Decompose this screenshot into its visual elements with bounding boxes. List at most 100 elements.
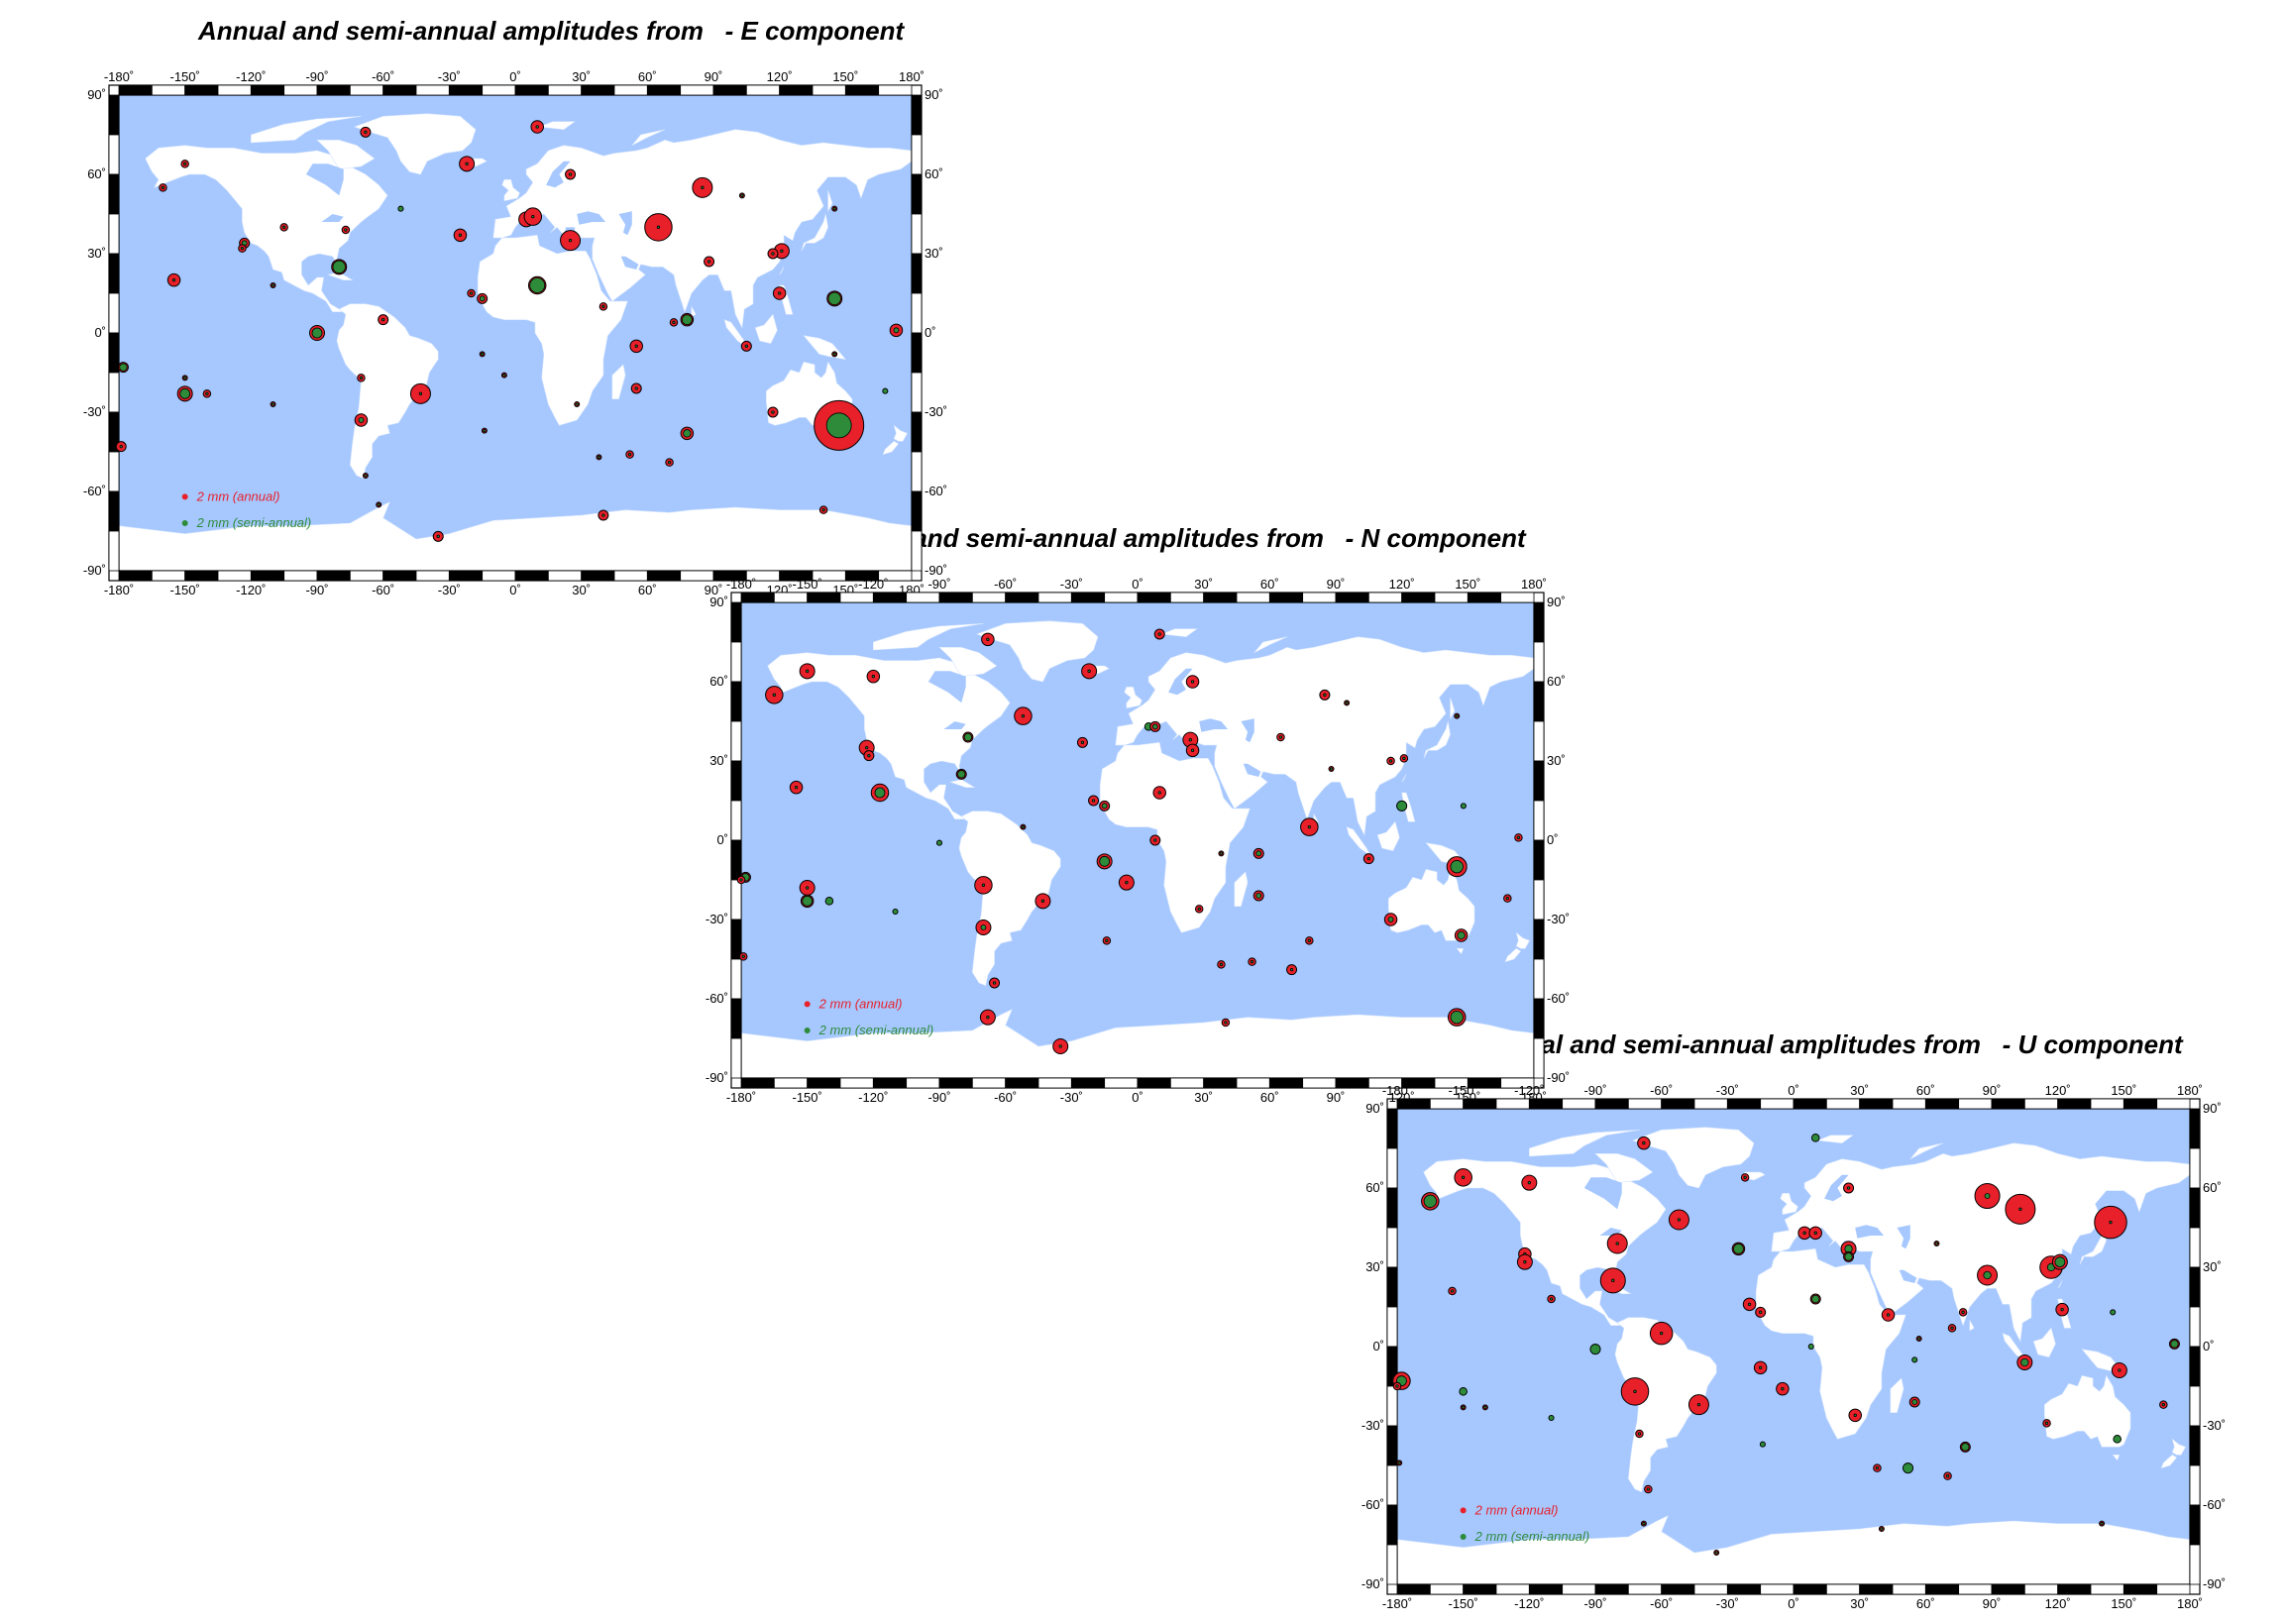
- frame-segment: [581, 84, 615, 96]
- semi-annual-amplitude-circle: [119, 363, 128, 372]
- land-baffin: [938, 647, 998, 678]
- water-black-sea: [1855, 1225, 1885, 1239]
- semi-annual-amplitude-circle: [418, 391, 423, 395]
- frame-segment: [2189, 1425, 2201, 1466]
- semi-annual-amplitude-circle: [1396, 800, 1408, 812]
- semi-annual-amplitude-circle: [2109, 1221, 2113, 1225]
- frame-segment: [1169, 592, 1205, 603]
- frame-segment: [1037, 592, 1072, 603]
- frame-segment: [108, 292, 120, 334]
- semi-annual-amplitude-circle: [364, 474, 368, 478]
- frame-segment: [108, 490, 120, 532]
- semi-annual-amplitude-circle: [1387, 917, 1394, 922]
- water-great-lakes: [321, 214, 344, 222]
- frame-segment: [911, 292, 923, 334]
- semi-annual-amplitude-circle: [1190, 680, 1195, 684]
- semi-annual-amplitude-circle: [1087, 669, 1091, 673]
- semi-annual-amplitude-circle: [359, 376, 364, 379]
- frame-segment: [730, 601, 742, 643]
- lon-tick-top: -30˚: [1060, 577, 1083, 592]
- legend-semi-annual-label: 2 mm (semi-annual): [818, 1023, 934, 1037]
- land-britain: [501, 179, 520, 202]
- semi-annual-amplitude-circle: [1125, 881, 1129, 885]
- land-madagascar: [611, 364, 626, 399]
- semi-annual-amplitude-circle: [1811, 1134, 1820, 1142]
- lat-tick-right: 30˚: [1547, 753, 1566, 768]
- frame-segment: [730, 879, 742, 920]
- frame-segment: [646, 570, 682, 582]
- frame-segment: [911, 253, 923, 294]
- frame-segment: [1958, 1583, 1993, 1595]
- semi-annual-amplitude-circle: [1743, 1175, 1747, 1179]
- semi-annual-amplitude-circle: [1677, 1218, 1682, 1222]
- lat-tick-left: -60˚: [83, 484, 106, 498]
- frame-segment: [547, 570, 583, 582]
- frame-segment: [1386, 1108, 1398, 1149]
- frame-segment: [283, 84, 318, 96]
- semi-annual-amplitude-circle: [963, 732, 973, 742]
- frame-segment: [2189, 1464, 2201, 1506]
- lat-tick-left: -90˚: [1361, 1576, 1384, 1591]
- semi-annual-amplitude-circle: [1450, 1011, 1464, 1025]
- lon-tick-bottom: 60˚: [638, 583, 657, 597]
- frame-segment: [1467, 592, 1502, 603]
- semi-annual-amplitude-circle: [1105, 938, 1109, 942]
- legend-semi-annual-symbol: [804, 1028, 811, 1033]
- semi-annual-amplitude-circle: [1345, 701, 1349, 704]
- lon-tick-bottom: -120˚: [858, 1090, 888, 1105]
- semi-annual-amplitude-circle: [882, 387, 889, 394]
- frame-segment: [2156, 1098, 2191, 1110]
- land-novaya-zemlya: [631, 129, 666, 146]
- semi-annual-amplitude-circle: [740, 193, 744, 197]
- semi-annual-amplitude-circle: [1402, 756, 1406, 760]
- semi-annual-amplitude-circle: [458, 233, 463, 237]
- frame-segment: [2090, 1583, 2124, 1595]
- land-australia: [1388, 868, 1475, 941]
- lon-tick-bottom: 120˚: [2045, 1596, 2071, 1611]
- frame-segment: [1104, 1077, 1139, 1089]
- frame-segment: [283, 570, 318, 582]
- frame-segment: [730, 998, 742, 1039]
- frame-segment: [740, 1077, 775, 1089]
- frame-segment: [1268, 1077, 1304, 1089]
- land-south-america: [1614, 1317, 1717, 1493]
- frame-segment: [448, 84, 484, 96]
- legend-annual-label: 2 mm (annual): [1474, 1502, 1559, 1517]
- water-caspian: [1897, 1225, 1910, 1249]
- semi-annual-amplitude-circle: [1934, 1242, 1939, 1245]
- frame-segment: [581, 570, 615, 582]
- frame-segment: [217, 84, 252, 96]
- semi-annual-amplitude-circle: [1549, 1297, 1554, 1301]
- lat-tick-right: 90˚: [2203, 1101, 2222, 1116]
- frame-segment: [415, 84, 450, 96]
- frame-segment: [1693, 1583, 1728, 1595]
- semi-annual-amplitude-circle: [893, 327, 900, 334]
- frame-segment: [349, 570, 384, 582]
- semi-annual-amplitude-circle: [119, 445, 123, 449]
- semi-annual-amplitude-circle: [1611, 1278, 1615, 1282]
- land-greenland: [1631, 1127, 1755, 1189]
- semi-annual-amplitude-circle: [1460, 803, 1467, 810]
- frame-segment: [839, 1077, 874, 1089]
- lat-tick-right: -90˚: [2203, 1576, 2226, 1591]
- semi-annual-amplitude-circle: [1983, 1270, 1992, 1280]
- frame-segment: [807, 592, 841, 603]
- frame-segment: [812, 84, 846, 96]
- semi-annual-amplitude-circle: [1151, 723, 1158, 730]
- lat-tick-left: -90˚: [706, 1070, 728, 1085]
- frame-segment: [1533, 839, 1545, 881]
- semi-annual-amplitude-circle: [1058, 1044, 1062, 1048]
- frame-segment: [316, 84, 351, 96]
- frame-segment: [2023, 1098, 2059, 1110]
- frame-segment: [382, 84, 417, 96]
- frame-segment: [1533, 998, 1545, 1039]
- frame-segment: [730, 958, 742, 1000]
- frame-segment: [938, 592, 973, 603]
- lon-tick-bottom: 0˚: [509, 583, 521, 597]
- semi-annual-amplitude-circle: [1459, 1387, 1468, 1396]
- frame-segment: [2189, 1306, 2201, 1348]
- frame-segment: [1386, 1187, 1398, 1229]
- semi-annual-amplitude-circle: [381, 318, 385, 322]
- legend-annual-symbol: [1460, 1507, 1467, 1514]
- land-madagascar: [1890, 1377, 1904, 1413]
